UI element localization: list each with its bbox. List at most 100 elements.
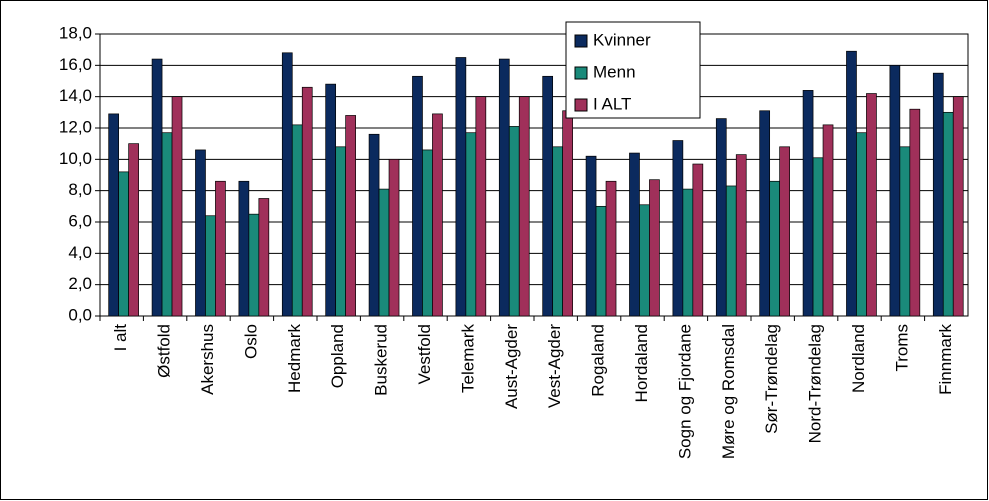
bar xyxy=(692,163,704,317)
x-tick-label: Finnmark xyxy=(936,324,955,395)
bar xyxy=(518,96,530,317)
bar xyxy=(508,126,520,317)
bar xyxy=(909,108,921,317)
x-tick-label: Sogn og Fjordane xyxy=(675,324,694,459)
bar xyxy=(629,152,640,317)
x-tick-label: Nord-Trøndelag xyxy=(806,324,825,443)
y-tick-label: 8,0 xyxy=(68,180,92,199)
bar xyxy=(682,188,694,317)
bar xyxy=(161,132,173,317)
legend-label: Menn xyxy=(593,62,636,81)
bar xyxy=(301,86,313,317)
bar xyxy=(215,180,226,317)
bar xyxy=(205,215,216,317)
bar xyxy=(248,213,260,317)
bar xyxy=(952,96,964,317)
bar xyxy=(422,149,433,317)
y-tick-label: 10,0 xyxy=(59,149,92,168)
x-tick-label: Vest-Agder xyxy=(545,324,564,408)
y-tick-label: 0,0 xyxy=(68,305,92,324)
bar xyxy=(151,58,163,317)
bar xyxy=(846,50,857,317)
x-tick-label: Østfold xyxy=(155,324,174,378)
y-tick-label: 4,0 xyxy=(68,243,92,262)
y-tick-label: 2,0 xyxy=(68,274,92,293)
legend-box xyxy=(565,21,701,119)
bar xyxy=(455,57,467,317)
x-tick-label: Telemark xyxy=(458,324,477,393)
bar xyxy=(128,143,139,317)
bar xyxy=(378,188,390,317)
bar xyxy=(552,146,563,317)
bar xyxy=(281,52,293,317)
bar xyxy=(802,90,814,317)
bar xyxy=(866,93,877,317)
legend-swatch xyxy=(574,98,588,112)
bar xyxy=(432,113,443,317)
bar xyxy=(585,155,597,317)
bar xyxy=(639,204,650,317)
bar xyxy=(899,146,911,317)
bar xyxy=(672,140,684,317)
bar xyxy=(889,64,901,317)
x-tick-label: I alt xyxy=(111,324,130,352)
x-tick-label: Nordland xyxy=(849,324,868,393)
y-tick-label: 18,0 xyxy=(59,23,92,42)
bar xyxy=(291,124,303,317)
legend: Kvinner Menn I ALT xyxy=(565,21,701,119)
bar xyxy=(325,83,337,317)
x-tick-label: Sør-Trøndelag xyxy=(762,324,781,434)
x-tick-label: Oppland xyxy=(328,324,347,388)
bar xyxy=(649,179,660,317)
x-tick-label: Hedmark xyxy=(285,324,304,393)
bar xyxy=(345,115,356,317)
bar xyxy=(412,75,423,317)
bar xyxy=(465,132,477,317)
bar xyxy=(769,180,780,317)
x-tick-label: Møre og Romsdal xyxy=(719,324,738,459)
x-tick-label: Hordaland xyxy=(632,324,651,402)
bar xyxy=(725,185,737,317)
bar xyxy=(498,58,510,317)
y-tick-label: 14,0 xyxy=(59,86,92,105)
bar xyxy=(258,198,270,317)
x-tick-label: Vestfold xyxy=(415,324,434,385)
bar xyxy=(735,154,747,317)
bar xyxy=(856,132,867,317)
y-tick-label: 6,0 xyxy=(68,211,92,230)
bar xyxy=(368,133,380,317)
legend-label: Kvinner xyxy=(593,30,651,49)
bar xyxy=(779,146,790,317)
bar xyxy=(822,124,834,317)
x-tick-label: Aust-Agder xyxy=(502,324,521,409)
legend-swatch xyxy=(574,66,588,80)
x-tick-label: Akershus xyxy=(198,324,217,395)
bar xyxy=(605,180,617,317)
bar xyxy=(108,113,120,317)
bar xyxy=(562,110,573,317)
bar xyxy=(932,72,944,317)
x-tick-label: Oslo xyxy=(241,324,260,359)
x-tick-label: Buskerud xyxy=(372,324,391,396)
bar xyxy=(715,118,727,317)
y-tick-label: 12,0 xyxy=(59,117,92,136)
legend-label: I ALT xyxy=(593,94,631,113)
bar xyxy=(595,205,607,317)
x-tick-label: Troms xyxy=(892,324,911,372)
bar xyxy=(335,146,346,317)
bar xyxy=(118,171,129,317)
y-tick-label: 16,0 xyxy=(59,55,92,74)
bar xyxy=(542,75,554,317)
bar xyxy=(812,157,824,317)
bar xyxy=(388,158,400,317)
bar xyxy=(759,110,771,317)
bar xyxy=(171,96,183,317)
x-tick-label: Rogaland xyxy=(589,324,608,397)
bar xyxy=(238,180,250,317)
bar xyxy=(942,111,954,317)
bar xyxy=(475,96,487,317)
legend-swatch xyxy=(574,34,588,48)
bar xyxy=(195,149,206,317)
